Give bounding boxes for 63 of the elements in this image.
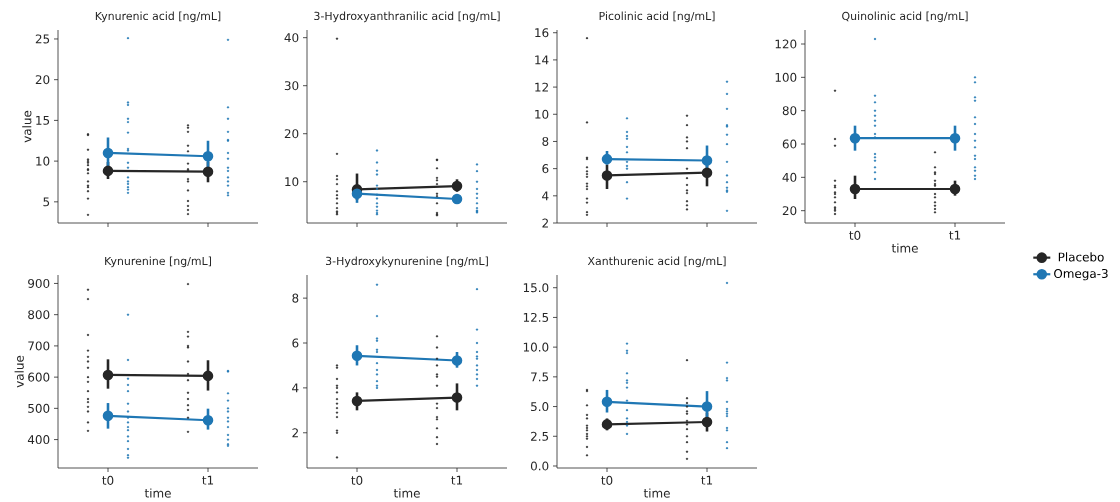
- y-tick-label: 12.5: [523, 312, 549, 322]
- y-tick-label: 4: [292, 383, 299, 393]
- y-tick-label: 40: [782, 172, 797, 182]
- x-tick-label: t1: [949, 230, 961, 240]
- y-tick-label: 2: [292, 428, 298, 438]
- y-tick-label: 14: [535, 55, 549, 65]
- y-tick-label: 2: [542, 218, 548, 228]
- x-tick-label: t1: [202, 475, 214, 485]
- y-tick-label: 12: [535, 82, 548, 92]
- y-tick-label: 15: [36, 115, 50, 125]
- x-tick-label: t0: [102, 475, 114, 485]
- legend-label: Placebo: [1058, 252, 1104, 262]
- y-axis-title: value: [22, 110, 32, 143]
- x-tick-label: t1: [451, 475, 463, 485]
- y-tick-label: 800: [28, 310, 50, 320]
- chart-title: Kynurenic acid [ng/mL]: [95, 11, 221, 23]
- y-tick-label: 2.5: [531, 431, 549, 441]
- legend-label: Omega-3: [1054, 268, 1108, 281]
- x-tick-label: t0: [351, 475, 363, 485]
- chart-title: Xanthurenic acid [ng/mL]: [587, 256, 726, 268]
- y-axis-title: value: [14, 355, 24, 388]
- y-tick-label: 5.0: [531, 402, 549, 412]
- y-tick-label: 10: [285, 177, 299, 187]
- y-tick-label: 20: [782, 206, 797, 216]
- y-tick-label: 60: [782, 139, 797, 149]
- y-tick-label: 20: [35, 75, 50, 85]
- chart-title: 3-Hydroxyanthranilic acid [ng/mL]: [314, 11, 500, 23]
- y-tick-label: 6: [292, 338, 299, 348]
- chart-title: Kynurenine [ng/mL]: [105, 256, 211, 268]
- y-tick-label: 15.0: [523, 283, 549, 293]
- x-tick-label: t0: [601, 475, 613, 485]
- chart-title: 3-Hydroxykynurenine [ng/mL]: [326, 256, 488, 268]
- chart-title: Picolinic acid [ng/mL]: [599, 11, 715, 23]
- y-tick-label: 8: [542, 136, 549, 146]
- y-tick-label: 40: [284, 33, 299, 43]
- y-tick-label: 7.5: [531, 372, 549, 382]
- x-axis-title: time: [393, 488, 420, 498]
- y-tick-label: 6: [542, 164, 549, 174]
- y-tick-label: 5: [43, 197, 50, 207]
- y-tick-label: 900: [28, 278, 50, 288]
- y-tick-label: 10: [535, 109, 549, 119]
- y-tick-label: 80: [782, 106, 797, 116]
- y-tick-label: 400: [27, 435, 50, 445]
- x-axis-title: time: [144, 488, 171, 498]
- y-tick-label: 16: [535, 28, 549, 38]
- y-tick-label: 4: [542, 191, 549, 201]
- y-tick-label: 500: [28, 403, 50, 413]
- x-axis-title: time: [643, 488, 670, 498]
- y-tick-label: 120: [775, 39, 797, 49]
- y-tick-label: 100: [775, 72, 797, 82]
- y-tick-label: 700: [28, 341, 50, 351]
- y-tick-label: 10.0: [523, 342, 549, 352]
- x-axis-title: time: [891, 243, 918, 253]
- y-tick-label: 25: [35, 34, 50, 44]
- y-tick-label: 0.0: [530, 461, 549, 471]
- y-tick-label: 8: [292, 293, 299, 303]
- x-tick-label: t1: [701, 475, 713, 485]
- chart-title: Quinolinic acid [ng/mL]: [842, 11, 968, 23]
- y-tick-label: 10: [36, 156, 50, 166]
- x-tick-label: t0: [849, 230, 861, 240]
- y-tick-label: 30: [284, 81, 299, 91]
- y-tick-label: 20: [284, 129, 299, 139]
- y-tick-label: 600: [28, 372, 50, 382]
